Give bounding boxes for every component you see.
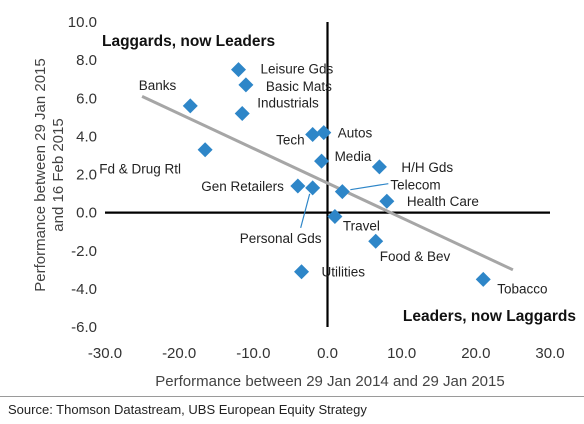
annotation-laggards-now-leaders: Laggards, now Leaders xyxy=(102,33,275,50)
data-point-label: Travel xyxy=(343,218,380,233)
scatter-chart: 10.0 8.0 6.0 4.0 2.0 0.0 -2.0 -4.0 -6.0 -30.0 -20.… xyxy=(32,14,576,390)
x-tick-label: 10.0 xyxy=(387,345,416,362)
data-point-label: Personal Gds xyxy=(240,231,322,246)
data-point-marker xyxy=(371,159,387,175)
data-point-label: Fd & Drug Rtl xyxy=(99,162,181,177)
data-point-label: Leisure Gds xyxy=(261,62,334,77)
y-axis-title: Performance between 29 Jan 2015and 16 Fe… xyxy=(32,58,67,292)
data-point-marker xyxy=(197,142,213,158)
data-point-marker xyxy=(234,106,250,121)
y-tick-label: 6.0 xyxy=(76,90,97,107)
data-point-marker xyxy=(379,193,395,209)
data-point-marker xyxy=(294,264,310,280)
data-point-marker xyxy=(327,208,343,224)
x-tick-label: -30.0 xyxy=(88,345,122,362)
x-axis-title: Performance between 29 Jan 2014 and 29 J… xyxy=(155,373,504,390)
y-axis-title-line: and 16 Feb 2015 xyxy=(50,118,67,231)
y-tick-label: -4.0 xyxy=(71,281,97,298)
y-axis-title-line: Performance between 29 Jan 2015 xyxy=(32,58,49,292)
data-point-label: Telecom xyxy=(390,178,440,193)
data-point-marker xyxy=(368,233,384,249)
data-point-marker xyxy=(182,98,198,114)
data-point-marker xyxy=(290,178,306,194)
data-point-label: Basic Mats xyxy=(266,79,332,94)
source-note: Source: Thomson Datastream, UBS European… xyxy=(8,402,367,417)
data-point-label: Gen Retailers xyxy=(201,179,284,194)
data-point-label: Autos xyxy=(338,126,373,141)
data-point-label: Utilities xyxy=(322,265,366,280)
y-tick-label: 2.0 xyxy=(76,167,97,184)
data-point-label: Tobacco xyxy=(497,281,547,296)
data-point-label: Health Care xyxy=(407,194,479,209)
label-leader-line xyxy=(300,193,311,228)
x-tick-label: -20.0 xyxy=(162,345,196,362)
data-point-marker xyxy=(475,271,491,287)
trendline xyxy=(141,94,514,272)
data-point-marker xyxy=(305,180,321,196)
y-tick-label: -2.0 xyxy=(71,243,97,260)
annotation-leaders-now-laggards: Leaders, now Laggards xyxy=(403,308,576,325)
data-point-label: Banks xyxy=(139,78,177,93)
y-tick-label: 10.0 xyxy=(68,14,97,31)
data-point-marker xyxy=(314,153,330,169)
source-divider xyxy=(0,396,584,397)
data-point-label: H/H Gds xyxy=(401,160,453,175)
x-tick-label: -10.0 xyxy=(236,345,270,362)
data-point-marker xyxy=(316,125,332,141)
data-point-label: Food & Bev xyxy=(380,249,451,264)
data-point-marker xyxy=(334,184,350,200)
y-tick-label: 8.0 xyxy=(76,52,97,69)
label-leader-line xyxy=(350,183,389,191)
data-point-label: Media xyxy=(335,149,372,164)
y-tick-label: 0.0 xyxy=(76,205,97,222)
x-tick-label: 30.0 xyxy=(535,345,564,362)
data-point-label: Industrials xyxy=(257,96,319,111)
y-tick-label: 4.0 xyxy=(76,128,97,145)
data-point-marker xyxy=(305,126,321,142)
plot-area: 10.0 8.0 6.0 4.0 2.0 0.0 -2.0 -4.0 -6.0 -30.0 -20.… xyxy=(32,14,576,390)
data-point-marker xyxy=(231,62,246,78)
y-tick-label: -6.0 xyxy=(71,319,97,336)
x-tick-label: 20.0 xyxy=(461,345,490,362)
data-point-marker xyxy=(238,77,254,93)
x-tick-label: 0.0 xyxy=(317,345,338,362)
data-point-label: Tech xyxy=(276,132,305,147)
